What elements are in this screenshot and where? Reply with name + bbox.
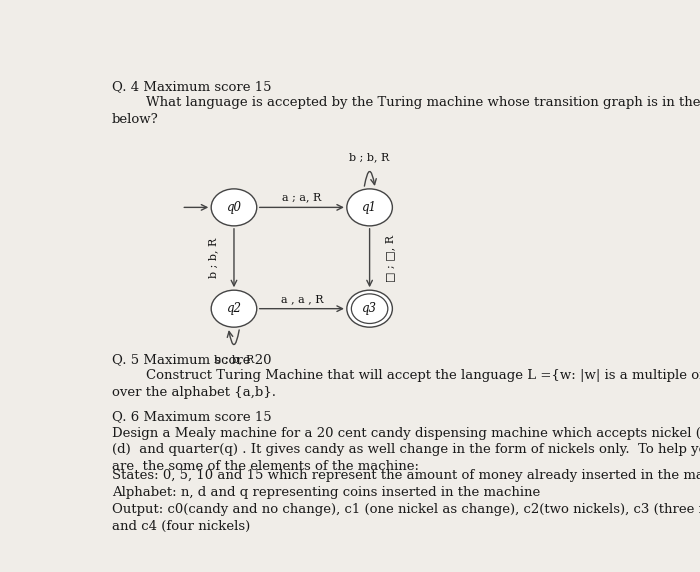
Text: over the alphabet {a,b}.: over the alphabet {a,b}. [112,386,276,399]
Text: b ; b, R: b ; b, R [209,238,218,278]
Circle shape [346,189,393,226]
Text: q2: q2 [227,302,242,315]
Text: q1: q1 [362,201,377,214]
Text: Construct Turing Machine that will accept the language L ={w: |w| is a multiple : Construct Turing Machine that will accep… [112,370,700,383]
Circle shape [211,189,257,226]
Circle shape [211,290,257,327]
Text: Q. 6 Maximum score 15: Q. 6 Maximum score 15 [112,410,272,423]
Text: Alphabet: n, d and q representing coins inserted in the machine: Alphabet: n, d and q representing coins … [112,486,540,499]
Text: are  the some of the elements of the machine:: are the some of the elements of the mach… [112,460,419,473]
Text: q3: q3 [362,302,377,315]
Text: b ; b, R: b ; b, R [349,152,390,162]
Text: Q. 4 Maximum score 15: Q. 4 Maximum score 15 [112,80,272,93]
Text: What language is accepted by the Turing machine whose transition graph is in the: What language is accepted by the Turing … [112,97,700,109]
FancyArrowPatch shape [365,172,377,186]
Text: (d)  and quarter(q) . It gives candy as well change in the form of nickels only.: (d) and quarter(q) . It gives candy as w… [112,443,700,456]
Text: Output: c0(candy and no change), c1 (one nickel as change), c2(two nickels), c3 : Output: c0(candy and no change), c1 (one… [112,503,700,516]
Circle shape [346,290,393,327]
Text: Design a Mealy machine for a 20 cent candy dispensing machine which accepts nick: Design a Mealy machine for a 20 cent can… [112,427,700,440]
Text: q0: q0 [227,201,242,214]
Text: a , a , R: a , a , R [281,294,323,304]
Text: a ; a, R: a ; a, R [282,193,321,202]
Text: and c4 (four nickels): and c4 (four nickels) [112,519,250,533]
Text: b ; b, R: b ; b, R [214,354,254,364]
Text: Q. 5 Maximum score 20: Q. 5 Maximum score 20 [112,353,272,366]
Text: below?: below? [112,113,159,126]
FancyArrowPatch shape [228,330,239,345]
Text: States: 0, 5, 10 and 15 which represent the amount of money already inserted in : States: 0, 5, 10 and 15 which represent … [112,470,700,482]
Text: □ ; □, R: □ ; □, R [385,235,396,281]
